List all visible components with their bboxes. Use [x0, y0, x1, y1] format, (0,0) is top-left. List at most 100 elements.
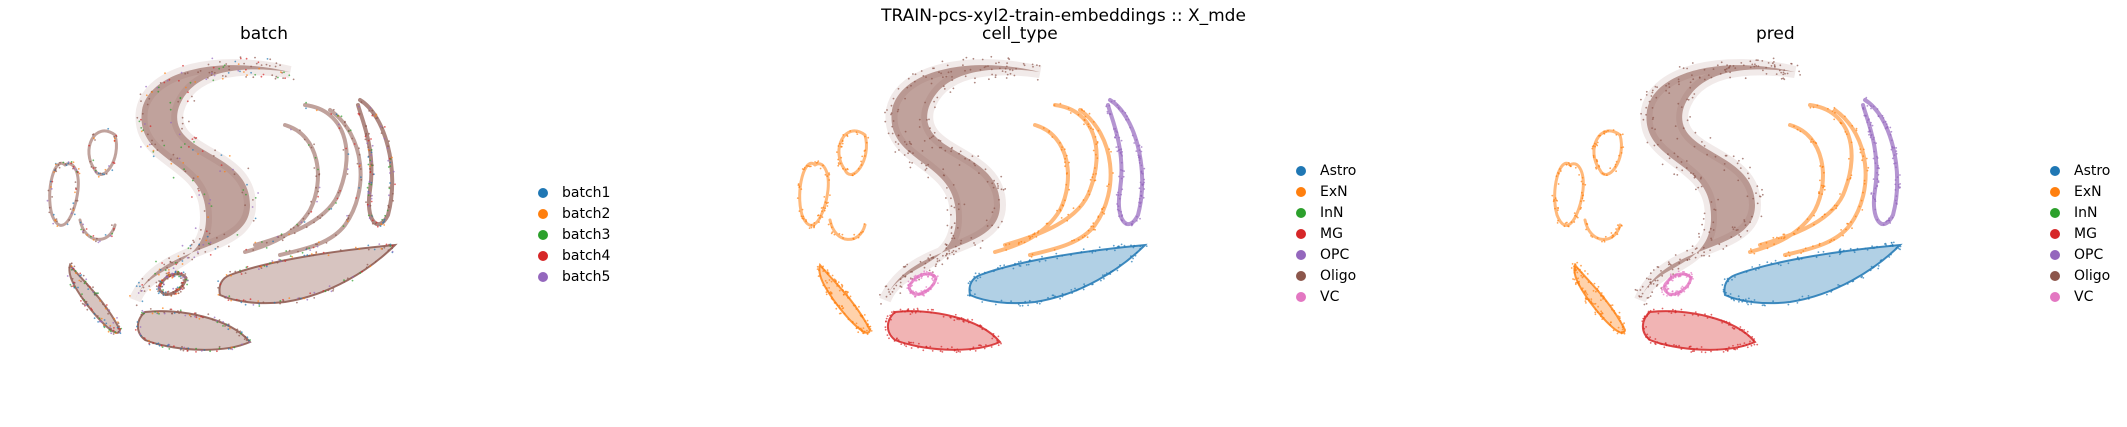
- scatter-point: [930, 308, 933, 311]
- scatter-point: [282, 77, 284, 79]
- scatter-point: [922, 75, 925, 77]
- scatter-point: [195, 137, 198, 139]
- cluster-bottom-right-leaf: [218, 243, 398, 305]
- scatter-point: [158, 280, 160, 282]
- scatter-point: [1871, 124, 1874, 127]
- scatter-point: [254, 73, 257, 76]
- scatter-point: [1006, 73, 1009, 76]
- scatter-point: [908, 161, 911, 164]
- scatter-point: [841, 142, 844, 145]
- scatter-point: [1686, 67, 1688, 70]
- scatter-point: [142, 311, 145, 314]
- scatter-point: [1082, 248, 1085, 251]
- scatter-point: [173, 275, 176, 278]
- scatter-point: [1726, 349, 1729, 352]
- scatter-point: [183, 287, 185, 290]
- scatter-point: [1761, 193, 1764, 196]
- scatter-point: [369, 165, 371, 167]
- scatter-point: [987, 65, 989, 67]
- scatter-point: [1651, 89, 1654, 92]
- scatter-point: [1029, 237, 1031, 240]
- scatter-point: [146, 145, 149, 148]
- scatter-point: [931, 146, 934, 149]
- scatter-point: [1739, 328, 1741, 331]
- scatter-point: [1732, 228, 1735, 231]
- scatter-point: [869, 328, 872, 330]
- scatter-point: [1737, 179, 1740, 182]
- scatter-point: [385, 243, 388, 246]
- scatter-point: [822, 270, 825, 272]
- scatter-point: [819, 167, 822, 170]
- scatter-point: [301, 251, 304, 254]
- legend-label: Oligo: [2074, 267, 2111, 284]
- scatter-point: [1000, 175, 1003, 178]
- scatter-point: [1135, 251, 1138, 254]
- scatter-point: [797, 183, 800, 185]
- scatter-point: [1617, 326, 1620, 329]
- scatter-point: [1108, 148, 1111, 151]
- scatter-point: [182, 162, 185, 164]
- scatter-point: [1596, 237, 1599, 239]
- scatter-point: [52, 213, 55, 216]
- scatter-point: [178, 157, 181, 160]
- scatter-point: [360, 101, 363, 104]
- scatter-point: [833, 302, 836, 304]
- scatter-point: [66, 223, 69, 226]
- scatter-point: [167, 290, 170, 293]
- scatter-point: [923, 290, 926, 293]
- scatter-point: [1691, 96, 1694, 99]
- scatter-point: [83, 303, 85, 306]
- scatter-point: [1666, 291, 1668, 294]
- scatter-point: [1102, 206, 1105, 209]
- scatter-point: [938, 71, 940, 74]
- scatter-point: [169, 108, 172, 111]
- scatter-point: [336, 197, 339, 200]
- panel-batch: batch batch1 batch2 batch3 batch4 batch5: [40, 0, 660, 427]
- scatter-point: [1579, 208, 1582, 210]
- scatter-point: [1774, 259, 1777, 262]
- scatter-point: [1670, 312, 1673, 314]
- scatter-point: [1643, 317, 1645, 320]
- scatter-point: [940, 146, 943, 149]
- scatter-point: [1643, 327, 1646, 330]
- legend-batch: batch1 batch2 batch3 batch4 batch5: [538, 182, 610, 287]
- scatter-point: [190, 315, 192, 318]
- scatter-point: [169, 101, 172, 104]
- scatter-point: [1831, 289, 1833, 292]
- scatter-point: [1055, 252, 1058, 255]
- scatter-point: [978, 344, 980, 347]
- scatter-point: [146, 103, 149, 106]
- scatter-point: [1061, 292, 1064, 295]
- scatter-point: [860, 231, 862, 234]
- scatter-point: [888, 337, 890, 340]
- scatter-point: [227, 299, 230, 301]
- scatter-point: [269, 58, 272, 61]
- scatter-point: [1681, 169, 1684, 172]
- scatter-point: [93, 293, 96, 296]
- scatter-point: [1667, 293, 1670, 295]
- scatter-point: [1066, 219, 1069, 222]
- scatter-point: [1046, 222, 1049, 225]
- scatter-point: [1672, 308, 1674, 311]
- scatter-point: [187, 91, 189, 94]
- scatter-point: [1639, 289, 1642, 291]
- scatter-point: [1666, 289, 1668, 292]
- scatter-point: [1776, 236, 1778, 239]
- scatter-point: [386, 147, 389, 149]
- scatter-point: [885, 320, 887, 323]
- scatter-point: [896, 337, 898, 340]
- scatter-point: [1004, 188, 1007, 190]
- scatter-point: [1894, 183, 1897, 186]
- scatter-point: [1770, 262, 1773, 265]
- legend-item: batch4: [538, 245, 610, 266]
- scatter-point: [151, 139, 153, 142]
- scatter-point: [863, 223, 866, 225]
- scatter-point: [823, 196, 826, 198]
- scatter-point: [997, 344, 1000, 347]
- scatter-point: [1874, 198, 1876, 201]
- scatter-point: [275, 62, 278, 65]
- scatter-point: [1645, 90, 1648, 93]
- scatter-point: [931, 274, 933, 277]
- scatter-point: [1676, 137, 1679, 140]
- scatter-point: [1581, 287, 1584, 290]
